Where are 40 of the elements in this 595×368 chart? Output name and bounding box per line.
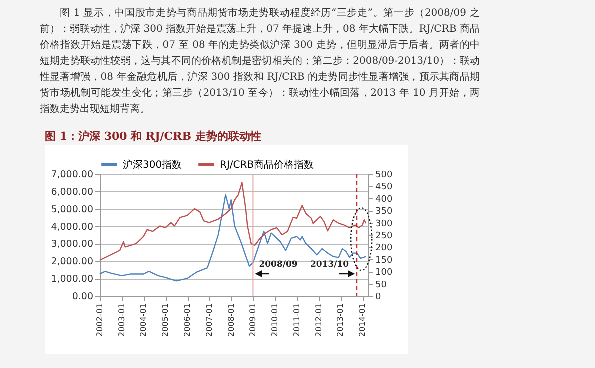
y2-tick-label: 300	[376, 219, 393, 230]
ref-line-label: 2008/09	[259, 260, 298, 270]
y2-tick-label: 200	[376, 244, 393, 254]
y-tick-label: 0.00	[72, 292, 94, 302]
y2-tick-label: 150	[376, 256, 393, 266]
x-tick-label: 2013-01	[336, 304, 346, 337]
chart-title: 图 1：沪深 300 和 RJ/CRB 走势的联动性	[45, 129, 395, 147]
y-tick-label: 6,000.00	[51, 186, 94, 198]
y-tick-label: 2,000.00	[51, 256, 94, 268]
x-tick-label: 2003-01	[117, 304, 126, 337]
x-tick-label: 2011-01	[292, 304, 302, 337]
y2-tick-label: 500	[376, 170, 393, 180]
x-tick-label: 2005-01	[161, 304, 170, 337]
x-tick-label: 2008-01	[226, 304, 236, 337]
line-series	[99, 182, 367, 261]
y-tick-label: 3,000.00	[51, 239, 94, 250]
x-tick-label: 2009-01	[248, 304, 258, 337]
y-tick-label: 4,000.00	[51, 222, 94, 233]
y2-tick-label: 0	[376, 292, 382, 302]
y2-tick-label: 400	[376, 194, 393, 205]
y2-tick-label: 250	[376, 232, 393, 242]
y2-tick-label: 100	[376, 268, 393, 278]
y2-tick-label: 350	[376, 207, 393, 218]
ref-line-label: 2013/10	[310, 260, 350, 270]
x-tick-label: 2007-01	[204, 304, 214, 337]
caption: 图 1 显示，中国股市走势与商品期货市场走势联动程度经历“三步走”。第一步（2008/09 之前）：弱联动性，沪深 300 指数开始是震荡上升，07 年提速上升，08 年大幅下跌。RJ/CRB 商品价格指数开始是震荡下跌，07 至 08 年的走势类似沪深 300 走势，但明显滞后于后者。两者的中短期走势联动性较弱，这与其不同的价格机制是密切相关的；第二步：2008/09-2013/10）：联动性显著增强，08 年金融危机后，沪深 300 指数和 RJ/CRB 的走势同步性显著增强，预示其商品期货市场机制可能发生变化；第三步（2013/10 至今）：联动性小幅回落，2013 年 10 月开始，两指数走势出现短期背离。	[40, 6, 480, 117]
line-series	[99, 194, 367, 282]
legend-label: RJ/CRB商品价格指数	[220, 158, 314, 171]
x-tick-label: 2004-01	[139, 304, 148, 337]
x-tick-label: 2010-01	[270, 304, 280, 337]
x-tick-label: 2014-01	[358, 304, 368, 337]
y-tick-label: 5,000.00	[51, 204, 94, 216]
y-tick-label: 7,000.00	[51, 170, 94, 180]
x-tick-label: 2012-01	[314, 304, 324, 337]
x-tick-label: 2002-01	[96, 304, 104, 337]
y-tick-label: 1,000.00	[51, 274, 94, 286]
x-tick-label: 2006-01	[183, 304, 192, 337]
y2-tick-label: 450	[376, 182, 393, 193]
y2-tick-label: 50	[376, 280, 388, 290]
legend-label: 沪深300指数	[123, 158, 182, 171]
